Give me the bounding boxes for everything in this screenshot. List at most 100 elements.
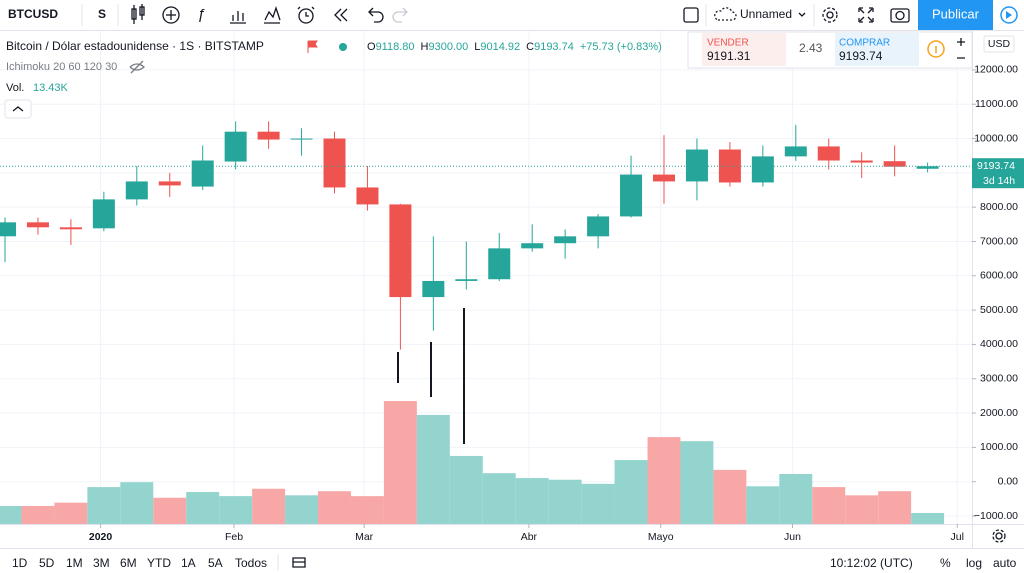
volume-bar	[449, 455, 483, 524]
candle-body	[224, 131, 247, 162]
volume-bar	[647, 437, 681, 524]
candle-body	[521, 243, 544, 249]
candle-body	[257, 131, 280, 140]
redo-icon[interactable]	[392, 7, 408, 23]
log-toggle[interactable]: log	[966, 556, 982, 570]
last-price-label: 9193.74	[977, 160, 1015, 172]
x-tick-label: 2020	[89, 531, 113, 543]
volume-bar	[515, 478, 549, 524]
range-button[interactable]: 3M	[93, 556, 110, 570]
x-tick-label: Jun	[784, 531, 801, 543]
layout-name[interactable]: Unnamed	[740, 7, 792, 21]
undo-icon[interactable]	[368, 7, 384, 23]
volume-bar	[878, 491, 912, 524]
volume-bar	[285, 495, 319, 524]
candle-body	[92, 199, 115, 229]
volume-bar	[0, 505, 22, 524]
candle-body	[455, 279, 478, 281]
ohlc: O9118.80 H9300.00 L9014.92 C9193.74 +75.73 (…	[367, 41, 662, 53]
play-icon[interactable]	[1000, 6, 1018, 24]
volume-bar	[614, 460, 648, 524]
candle-body	[916, 166, 939, 169]
volume-bar	[911, 512, 945, 524]
candle-body	[653, 174, 675, 182]
auto-toggle[interactable]: auto	[993, 556, 1017, 570]
snapshot-icon[interactable]	[890, 8, 910, 23]
volume-bar	[746, 486, 780, 524]
cloud-icon	[714, 7, 737, 21]
candle-body	[422, 280, 445, 298]
volume-bar	[581, 483, 615, 524]
candle-body	[191, 160, 214, 187]
y-tick-label: 5000.00	[980, 304, 1018, 316]
drawn-lines[interactable]	[397, 308, 465, 444]
buy-price: 9193.74	[839, 49, 883, 63]
indicators-icon[interactable]	[162, 6, 180, 24]
hidden-icon[interactable]	[129, 60, 145, 74]
dropdown-arrow[interactable]	[798, 12, 806, 17]
fx-icon[interactable]: ƒ	[197, 6, 205, 23]
y-tick-label: 1000.00	[980, 441, 1018, 453]
info-icon[interactable]	[927, 40, 945, 58]
range-button[interactable]: YTD	[147, 556, 171, 570]
range-button[interactable]: 5A	[208, 556, 223, 570]
publish-label: Publicar	[932, 6, 980, 21]
bottom-bar: 10:12:02 (UTC) % log auto 1D 5D 1M 3M 6M YTD 1…	[12, 554, 1017, 570]
candle-body	[323, 138, 346, 188]
settings-icon[interactable]	[822, 7, 838, 23]
date-range-icon[interactable]	[292, 557, 306, 568]
indicator-name[interactable]: Ichimoku 20 60 120 30	[6, 61, 117, 73]
candles	[0, 121, 972, 350]
range-button[interactable]: 6M	[120, 556, 137, 570]
clock: 10:12:02 (UTC)	[830, 556, 913, 570]
volume-bar	[350, 496, 384, 524]
trade-widget: VENDER 9191.31 2.43 COMPRAR 9193.74	[687, 31, 973, 69]
templates-icon[interactable]	[264, 5, 281, 24]
volume-bar	[318, 491, 351, 524]
publish-button[interactable]	[918, 0, 993, 30]
volume-bar	[383, 401, 417, 524]
play-triangle	[1006, 11, 1012, 19]
volume-value: 13.43K	[33, 82, 69, 94]
candle-body	[125, 181, 148, 200]
range-button[interactable]: 1M	[66, 556, 83, 570]
flag-icon[interactable]	[307, 40, 318, 53]
sell-price: 9191.31	[707, 49, 751, 63]
chart-type-icon[interactable]	[131, 4, 145, 24]
replay-icon[interactable]	[334, 8, 348, 22]
symbol[interactable]: BTCUSD	[8, 7, 58, 21]
volume-bar	[120, 482, 154, 524]
legend: Bitcoin / Dólar estadounidense · 1S · BI…	[4, 39, 662, 119]
axis-settings-icon[interactable]	[992, 529, 1006, 543]
candle-body	[620, 174, 643, 217]
range-button[interactable]: Todos	[235, 556, 267, 570]
expand-icon[interactable]	[858, 7, 874, 23]
x-tick-label: Feb	[225, 531, 243, 543]
volume-bar	[21, 505, 55, 524]
volume-bar	[548, 479, 582, 524]
buy-button[interactable]	[835, 33, 919, 66]
y-tick-label: 12000.00	[974, 64, 1018, 76]
percent-toggle[interactable]: %	[940, 556, 951, 570]
candle-body	[751, 156, 774, 183]
collapse-button[interactable]	[4, 99, 32, 119]
ohlc-value: 9193.74	[534, 41, 574, 53]
collapse-arrow	[12, 106, 24, 112]
alert-icon[interactable]	[297, 6, 315, 24]
last-price-tag	[972, 158, 1024, 189]
fullscreen-square-icon[interactable]	[683, 7, 699, 23]
ohlc-value: 9300.00	[428, 41, 468, 53]
range-button[interactable]: 1D	[12, 556, 28, 570]
candle-body	[356, 187, 379, 205]
sell-button[interactable]	[702, 33, 786, 66]
compare-icon[interactable]	[230, 11, 246, 24]
range-button[interactable]: 5D	[39, 556, 55, 570]
interval[interactable]: S	[98, 7, 106, 21]
candle-body	[784, 146, 807, 157]
candle-body	[290, 138, 313, 140]
zoom-buttons[interactable]	[957, 38, 965, 59]
range-button[interactable]: 1A	[181, 556, 196, 570]
y-tick-label: 10000.00	[974, 132, 1018, 144]
x-tick-label: Abr	[521, 531, 538, 543]
